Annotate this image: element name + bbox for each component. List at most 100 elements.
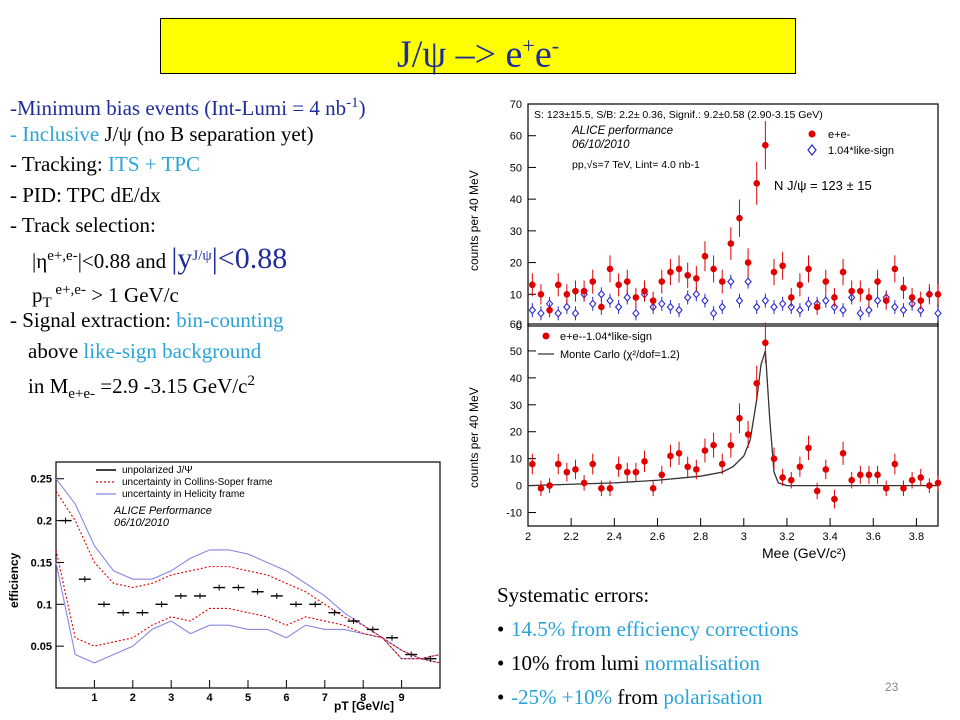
bottom-xtick-label: 2.2 [564, 531, 579, 543]
ls-point [822, 296, 830, 305]
eff-xtick-label: 2 [130, 692, 136, 704]
sub-point [848, 476, 855, 484]
ee-point [908, 294, 916, 301]
ee-point [839, 268, 847, 276]
ls-point [735, 296, 744, 305]
ee-point [917, 297, 925, 304]
eff-xtick-label: 6 [283, 692, 289, 704]
eff-annot-alice: ALICE Performance [113, 505, 212, 517]
bottom-xtick-label: 2.6 [650, 531, 665, 543]
ls-point [891, 302, 899, 312]
sub-point [865, 471, 873, 479]
ee-point [572, 287, 579, 295]
top-ytick-label: 20 [510, 258, 522, 270]
ee-point [848, 287, 855, 295]
ls-point [554, 308, 562, 318]
eff-xtick-label: 3 [168, 692, 174, 704]
eff-ytick-label: 0.1 [37, 599, 52, 611]
eff-ylabel: efficiency [7, 552, 21, 608]
top-ytick-label: 10 [510, 289, 522, 301]
syst-item-efficiency: • 14.5% from efficiency corrections [497, 617, 799, 641]
ee-point [891, 265, 899, 273]
sub-point [641, 458, 648, 465]
bottom-ylabel: counts per 40 MeV [467, 387, 481, 488]
bottom-xtick-label: 3 [741, 531, 747, 543]
sub-point [537, 484, 545, 492]
eff-ytick-label: 0.15 [31, 557, 52, 569]
bullet-eta-cut: |ηe+,e-|<0.88 and |yJ/ψ|<0.88 [32, 241, 288, 275]
bottom-xtick-label: 2.8 [693, 531, 708, 543]
bullet-list: -Minimum bias events (Int-Lumi = 4 nb-1)… [10, 88, 510, 403]
ls-point [597, 289, 606, 299]
bullet-pid: - PID: TPC dE/dx [10, 182, 161, 207]
bottom-xtick-label: 3.4 [822, 531, 837, 543]
sub-point [813, 487, 821, 495]
bullet-tracking: - Tracking: ITS + TPC [10, 152, 200, 176]
eff-ytick-label: 0.05 [31, 641, 52, 653]
top-ytick-label: 50 [510, 162, 522, 174]
ls-point [606, 296, 614, 305]
ls-point [778, 299, 787, 309]
ee-point [831, 294, 838, 301]
ee-point [770, 268, 778, 276]
sub-point [874, 471, 881, 479]
eff-legend-cs: uncertainty in Collins-Soper frame [122, 477, 273, 488]
ls-point [701, 296, 709, 305]
sub-point [693, 466, 700, 473]
ee-point [658, 278, 666, 285]
ls-point [537, 308, 545, 318]
ee-point [598, 303, 605, 311]
sub-point [831, 495, 838, 503]
syst-item-lumi: • 10% from lumi normalisation [497, 651, 761, 675]
ls-point [917, 305, 925, 315]
ls-point [727, 277, 735, 286]
ee-point [667, 268, 674, 276]
sub-point [882, 484, 890, 492]
bullet-inclusive: - Inclusive J/ψ (no B separation yet) [10, 121, 314, 146]
sub-point [589, 460, 597, 468]
ee-point [554, 281, 562, 289]
ee-point [641, 287, 648, 295]
sub-point [857, 471, 864, 479]
ls-point [770, 302, 778, 312]
ls-point [934, 308, 942, 318]
eff-xtick-label: 1 [91, 692, 97, 704]
ls-point [873, 296, 882, 305]
top-ytick-label: 30 [510, 226, 522, 238]
top-ytick-label: 60 [510, 131, 522, 143]
bottom-ytick-label: 20 [510, 427, 522, 439]
ls-point [709, 308, 718, 318]
bottom-xtick-label: 2.4 [607, 531, 622, 543]
sub-point [926, 482, 933, 489]
eff-legend-unpol: unpolarized J/Ψ [122, 465, 193, 476]
syst-item-polarisation: • -25% +10% from polarisation [497, 685, 763, 709]
bullet-track-selection: - Track selection: [10, 213, 156, 237]
ls-point [744, 277, 752, 286]
bottom-ytick-label: -10 [506, 508, 522, 520]
ls-point [623, 293, 631, 302]
top-annot-pp: pp,√s=7 TeV, Lint= 4.0 nb-1 [572, 159, 700, 171]
sub-point [891, 460, 899, 468]
top-annot-date: 06/10/2010 [572, 139, 630, 151]
ee-point [632, 294, 640, 301]
ee-point [736, 214, 743, 222]
bullet-pt-cut: pT e+,e- > 1 GeV/c [32, 281, 179, 311]
sub-point [623, 468, 631, 476]
sub-point [934, 479, 942, 487]
ee-point [805, 265, 812, 273]
sub-point [572, 466, 579, 473]
ee-point [606, 265, 614, 273]
ee-point [744, 259, 752, 266]
sub-point [787, 476, 795, 484]
ee-point [934, 290, 942, 298]
bullet-mass-window: in Me+e- =2.9 -3.15 GeV/c2 [28, 373, 255, 403]
sub-point [796, 463, 804, 471]
sub-point [718, 460, 726, 468]
ee-point [926, 290, 933, 298]
legend-sub-marker [542, 332, 550, 340]
bullet-like-sign: above like-sign background [28, 338, 262, 363]
ee-point [718, 278, 726, 285]
legend-ls-marker [807, 144, 817, 156]
bottom-xtick-label: 2 [525, 531, 531, 543]
ee-point [753, 179, 761, 187]
